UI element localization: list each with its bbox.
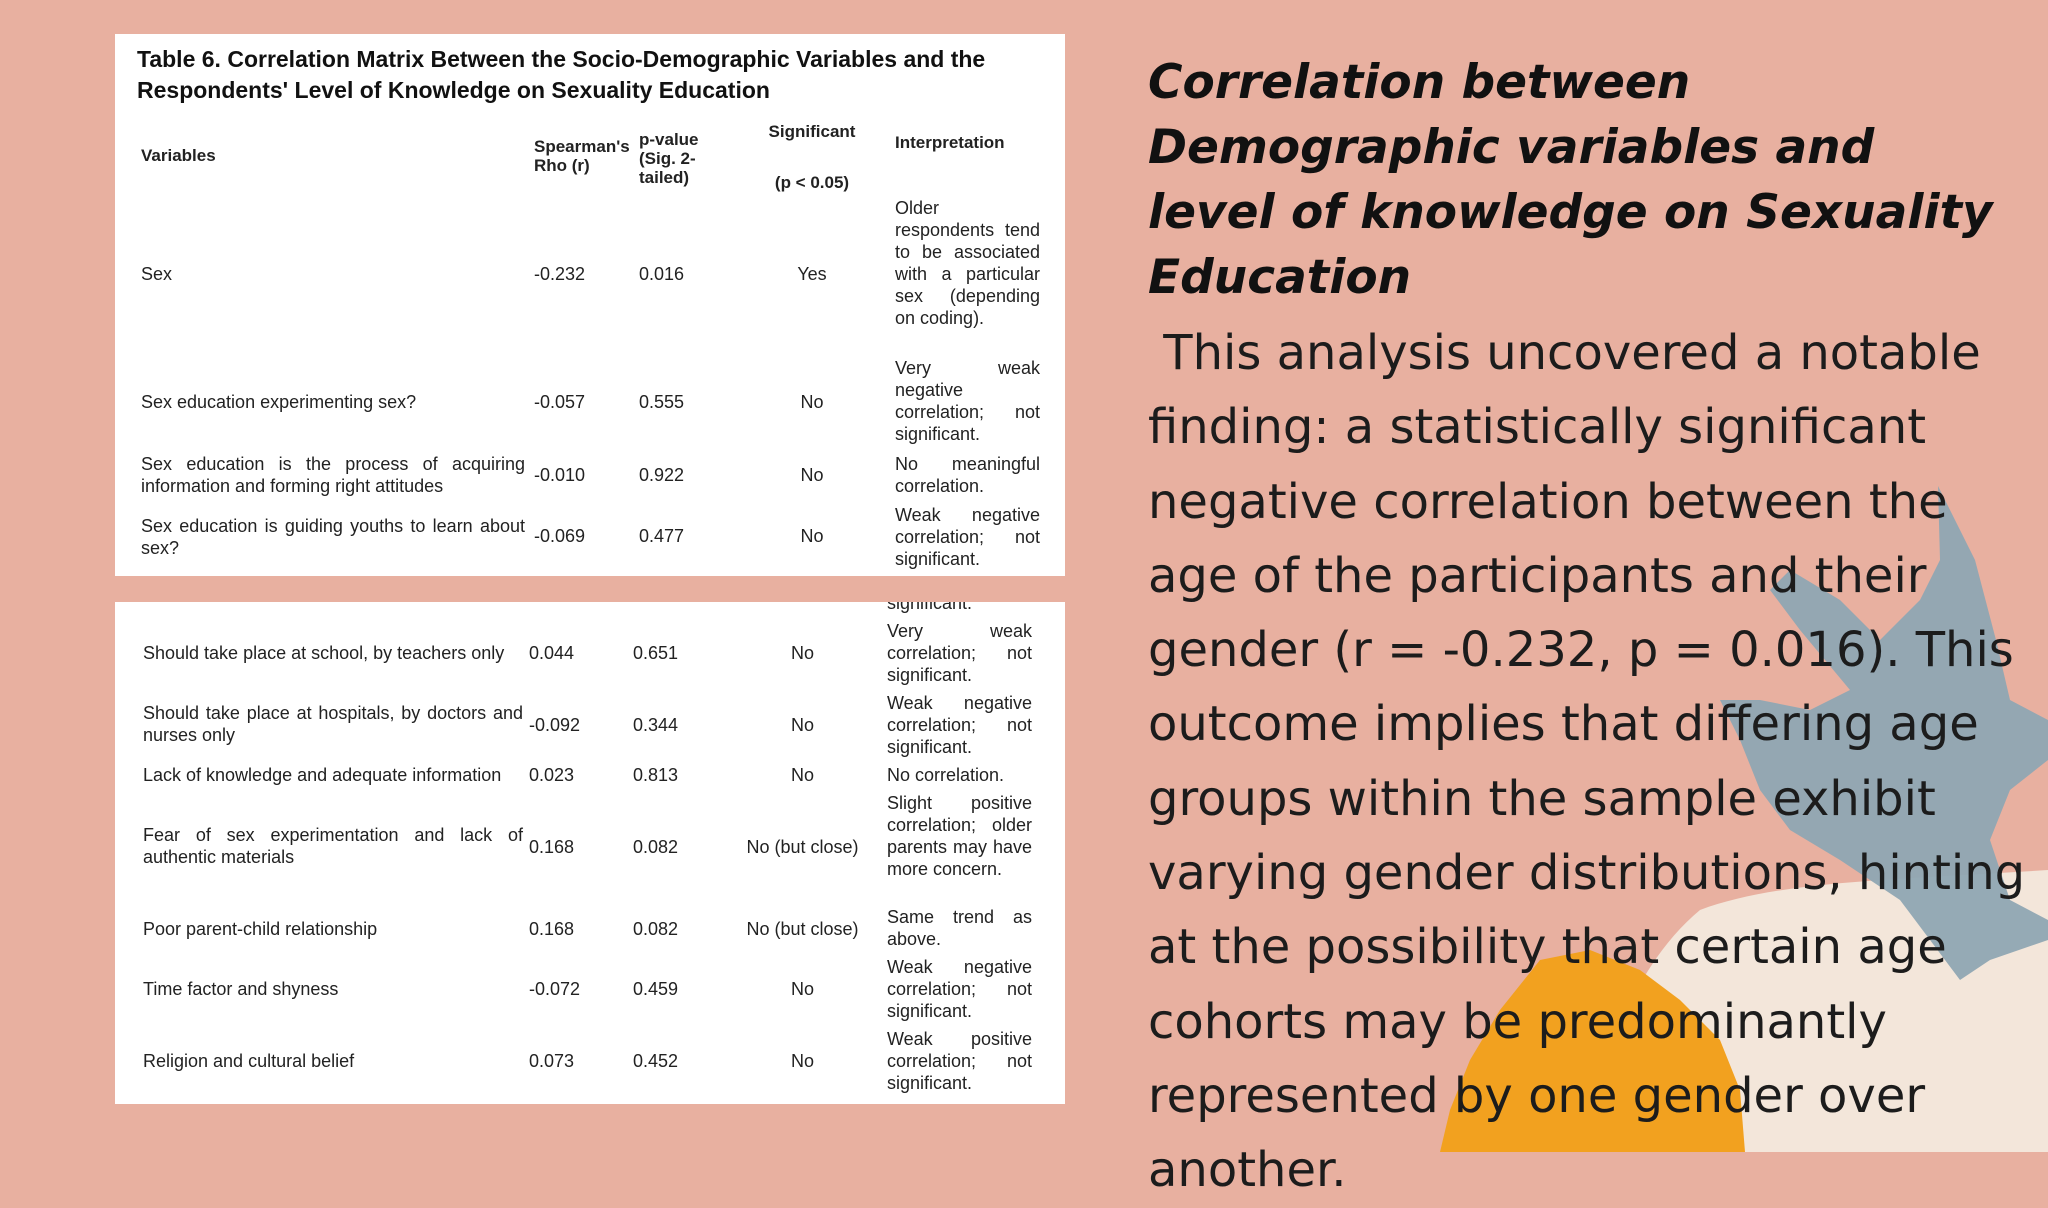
table-row-variable: Fear of sex experimentation and lack of …: [143, 825, 523, 867]
table-caption-label: Table 6.: [137, 46, 221, 72]
table-row-interpretation: Weak positive correlation; not significa…: [887, 1029, 1032, 1093]
table-row-significant: No: [800, 392, 824, 412]
header-significant: Significant: [768, 122, 856, 141]
continued-fragment: significant.: [887, 602, 973, 613]
table-row-interpretation: No correlation.: [887, 765, 1005, 785]
table-row-rho: -0.010: [534, 465, 586, 485]
table-row-pvalue: 0.344: [633, 715, 679, 735]
table-row-interpretation: Same trend as above.: [887, 907, 1032, 949]
table-row-rho: 0.044: [529, 643, 575, 663]
table-row-interpretation: Weak negative correlation; not significa…: [895, 505, 1040, 569]
table-row-variable: Lack of knowledge and adequate informati…: [143, 765, 502, 785]
header-pvalue: p-value (Sig. 2-tailed): [639, 130, 699, 187]
table-image-part-1: Table 6. Correlation Matrix Between the …: [115, 34, 1065, 576]
table-row-variable: Sex education experimenting sex?: [141, 392, 417, 412]
table-row-significant: No: [790, 715, 814, 735]
table-caption-text: Correlation Matrix Between the Socio-Dem…: [137, 46, 986, 103]
table-row-pvalue: 0.459: [633, 979, 679, 999]
table-row-variable: Time factor and shyness: [143, 979, 339, 999]
table-row-significant: No: [790, 979, 814, 999]
table-row-pvalue: 0.082: [633, 837, 679, 857]
table-row-significant: Yes: [797, 264, 827, 284]
table-caption: Table 6. Correlation Matrix Between the …: [137, 44, 1037, 106]
table-row-significant: No: [790, 643, 814, 663]
table-row-significant: No: [800, 526, 824, 546]
table-row-rho: -0.072: [529, 979, 581, 999]
table-row-significant: No: [800, 465, 824, 485]
table-row-interpretation: Very weak negative correlation; not sign…: [895, 358, 1040, 444]
header-interpretation: Interpretation: [895, 133, 1005, 152]
table-row-pvalue: 0.016: [639, 264, 685, 284]
table-row-rho: -0.232: [534, 264, 586, 284]
table-row-significant: No (but close): [746, 919, 859, 939]
table-row-variable: Poor parent-child relationship: [143, 919, 378, 939]
table-row-variable: Religion and cultural belief: [143, 1051, 355, 1071]
table-row-rho: -0.057: [534, 392, 586, 412]
table-row-pvalue: 0.477: [639, 526, 685, 546]
table-row-variable: Should take place at school, by teachers…: [143, 643, 505, 663]
table-row-interpretation: Weak negative correlation; not significa…: [887, 693, 1032, 757]
table-row-pvalue: 0.922: [639, 465, 685, 485]
blue-leaf-shape: [1720, 486, 2048, 980]
table-row-significant: No (but close): [746, 837, 859, 857]
table-row-pvalue: 0.555: [639, 392, 685, 412]
table-row-rho: -0.069: [534, 526, 586, 546]
table-image-part-2: significant. Should take place at school…: [115, 602, 1065, 1104]
table-row-rho: 0.073: [529, 1051, 575, 1071]
table-row-variable: Sex education is the process of acquirin…: [141, 454, 525, 496]
table-row-pvalue: 0.452: [633, 1051, 679, 1071]
table-row-rho: -0.092: [529, 715, 581, 735]
table-row-significant: No: [790, 765, 814, 785]
header-rho: Spearman's Rho (r): [534, 137, 630, 175]
decorative-shapes: [1440, 486, 2048, 1152]
table-row-variable: Sex education is guiding youths to learn…: [141, 516, 525, 558]
table-row-variable: Should take place at hospitals, by docto…: [143, 703, 523, 745]
header-variables: Variables: [141, 146, 216, 165]
table-row-pvalue: 0.082: [633, 919, 679, 939]
table-row-interpretation: Older respondents tend to be associated …: [895, 198, 1040, 328]
slide-paragraph: This analysis uncovered a notable findin…: [1148, 325, 2026, 1199]
table-row-pvalue: 0.813: [633, 765, 679, 785]
table-row-significant: No: [790, 1051, 814, 1071]
table-row-rho: 0.168: [529, 837, 575, 857]
table-row-pvalue: 0.651: [633, 643, 679, 663]
table-row-interpretation: Weak negative correlation; not significa…: [887, 957, 1032, 1021]
orange-blob-shape: [1440, 950, 1745, 1152]
table-row-interpretation: Slight positive correlation; older paren…: [887, 793, 1032, 879]
slide-heading: Correlation between Demographic variable…: [1148, 55, 1993, 305]
table-row-interpretation: No meaningful correlation.: [895, 454, 1040, 496]
table-row-rho: 0.023: [529, 765, 575, 785]
table-row-interpretation: Very weak correlation; not significant.: [887, 621, 1032, 685]
header-significant-sub: (p < 0.05): [774, 173, 850, 192]
table-row-variable: Sex: [141, 264, 173, 284]
table-row-rho: 0.168: [529, 919, 575, 939]
